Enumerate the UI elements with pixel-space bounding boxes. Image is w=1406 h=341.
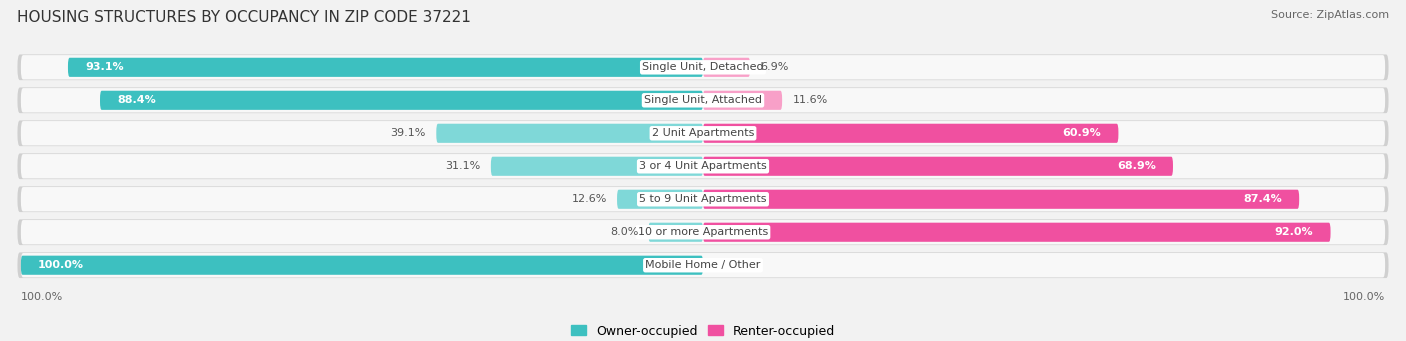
Text: 3 or 4 Unit Apartments: 3 or 4 Unit Apartments bbox=[640, 161, 766, 171]
FancyBboxPatch shape bbox=[21, 220, 1385, 244]
Text: 88.4%: 88.4% bbox=[117, 95, 156, 105]
FancyBboxPatch shape bbox=[17, 55, 1389, 80]
FancyBboxPatch shape bbox=[703, 58, 749, 77]
FancyBboxPatch shape bbox=[617, 190, 703, 209]
Text: Mobile Home / Other: Mobile Home / Other bbox=[645, 260, 761, 270]
Text: 11.6%: 11.6% bbox=[793, 95, 828, 105]
FancyBboxPatch shape bbox=[21, 187, 1385, 211]
FancyBboxPatch shape bbox=[67, 58, 703, 77]
Text: 39.1%: 39.1% bbox=[391, 128, 426, 138]
Text: HOUSING STRUCTURES BY OCCUPANCY IN ZIP CODE 37221: HOUSING STRUCTURES BY OCCUPANCY IN ZIP C… bbox=[17, 10, 471, 25]
Text: 93.1%: 93.1% bbox=[84, 62, 124, 72]
Text: 100.0%: 100.0% bbox=[38, 260, 84, 270]
FancyBboxPatch shape bbox=[21, 121, 1385, 146]
FancyBboxPatch shape bbox=[17, 252, 1389, 278]
FancyBboxPatch shape bbox=[21, 154, 1385, 178]
FancyBboxPatch shape bbox=[436, 124, 703, 143]
FancyBboxPatch shape bbox=[703, 190, 1299, 209]
Text: 87.4%: 87.4% bbox=[1243, 194, 1282, 204]
FancyBboxPatch shape bbox=[491, 157, 703, 176]
Legend: Owner-occupied, Renter-occupied: Owner-occupied, Renter-occupied bbox=[567, 320, 839, 341]
Text: 92.0%: 92.0% bbox=[1275, 227, 1313, 237]
FancyBboxPatch shape bbox=[21, 88, 1385, 113]
Text: 68.9%: 68.9% bbox=[1116, 161, 1156, 171]
Text: 60.9%: 60.9% bbox=[1063, 128, 1101, 138]
Text: 8.0%: 8.0% bbox=[610, 227, 638, 237]
Text: Single Unit, Attached: Single Unit, Attached bbox=[644, 95, 762, 105]
Text: 2 Unit Apartments: 2 Unit Apartments bbox=[652, 128, 754, 138]
FancyBboxPatch shape bbox=[703, 124, 1118, 143]
Text: 100.0%: 100.0% bbox=[21, 292, 63, 302]
FancyBboxPatch shape bbox=[17, 120, 1389, 146]
FancyBboxPatch shape bbox=[703, 157, 1173, 176]
Text: 10 or more Apartments: 10 or more Apartments bbox=[638, 227, 768, 237]
Text: 100.0%: 100.0% bbox=[1343, 292, 1385, 302]
FancyBboxPatch shape bbox=[21, 55, 1385, 79]
FancyBboxPatch shape bbox=[703, 91, 782, 110]
FancyBboxPatch shape bbox=[17, 87, 1389, 113]
FancyBboxPatch shape bbox=[21, 253, 1385, 278]
FancyBboxPatch shape bbox=[21, 256, 703, 275]
Text: 6.9%: 6.9% bbox=[761, 62, 789, 72]
Text: 31.1%: 31.1% bbox=[446, 161, 481, 171]
FancyBboxPatch shape bbox=[17, 187, 1389, 212]
FancyBboxPatch shape bbox=[703, 223, 1330, 242]
FancyBboxPatch shape bbox=[17, 153, 1389, 179]
Text: Single Unit, Detached: Single Unit, Detached bbox=[643, 62, 763, 72]
FancyBboxPatch shape bbox=[100, 91, 703, 110]
Text: 5 to 9 Unit Apartments: 5 to 9 Unit Apartments bbox=[640, 194, 766, 204]
Text: 12.6%: 12.6% bbox=[571, 194, 607, 204]
FancyBboxPatch shape bbox=[17, 219, 1389, 245]
Text: Source: ZipAtlas.com: Source: ZipAtlas.com bbox=[1271, 10, 1389, 20]
FancyBboxPatch shape bbox=[648, 223, 703, 242]
